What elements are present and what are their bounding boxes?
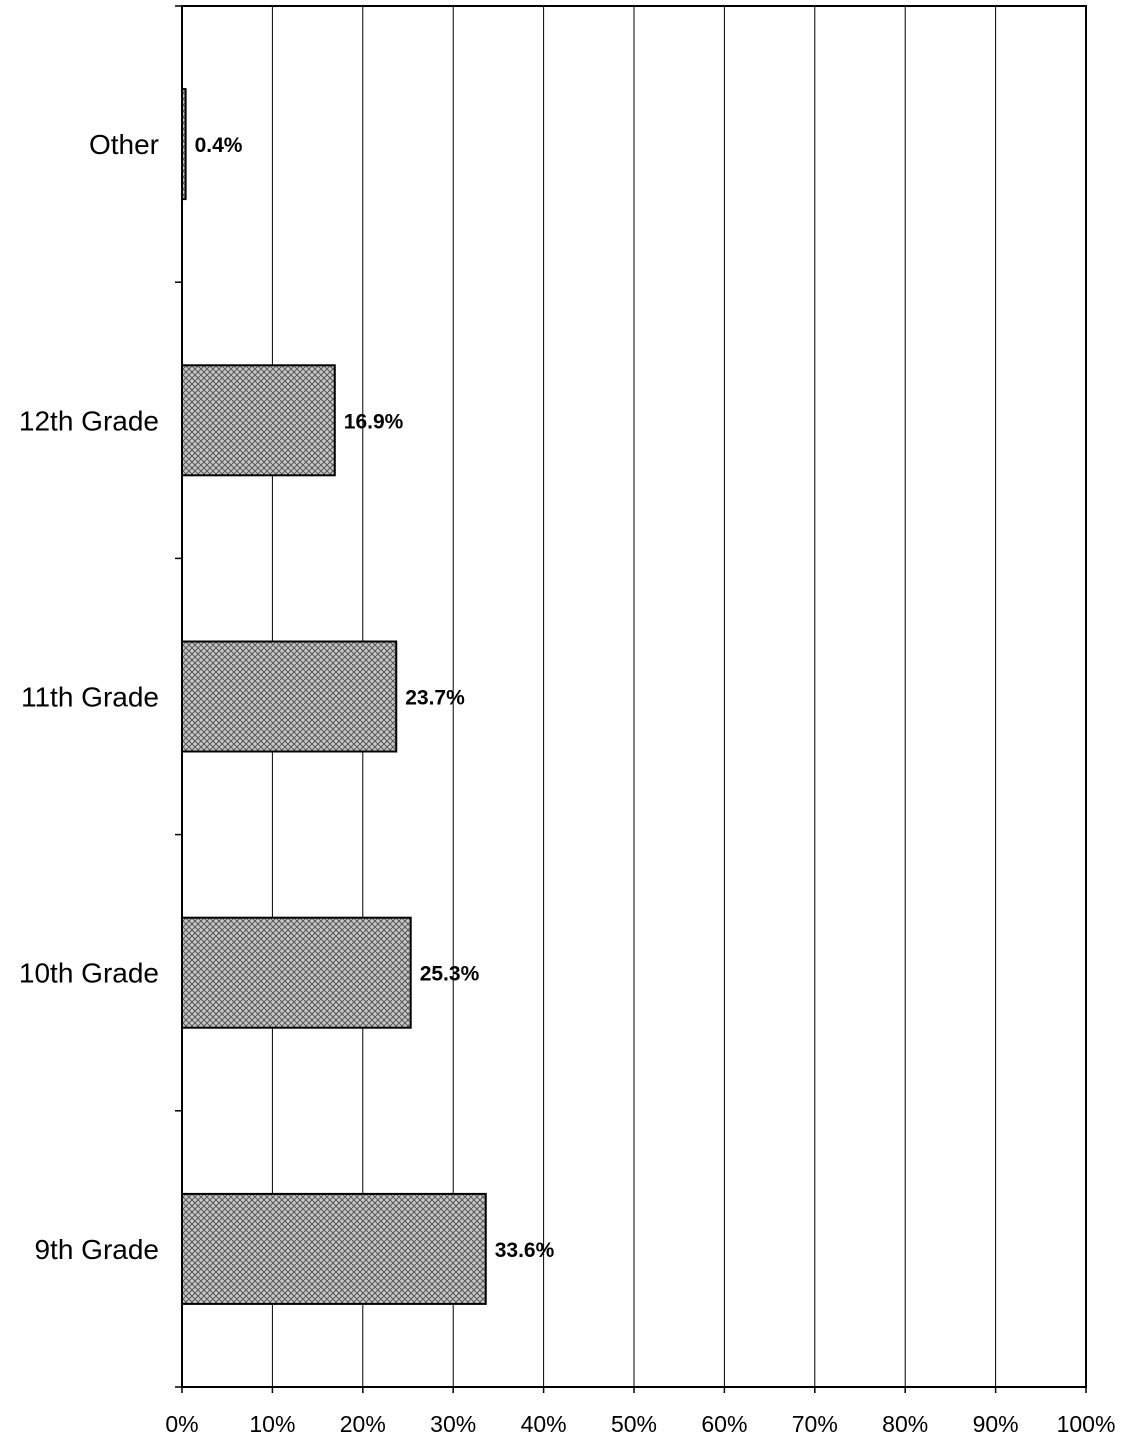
bars [181, 88, 487, 1305]
data-label: 0.4% [195, 134, 243, 157]
category-label: Other [89, 129, 159, 160]
bar [181, 1192, 487, 1305]
x-tick-label: 30% [430, 1411, 476, 1437]
category-label: 9th Grade [34, 1234, 159, 1265]
x-tick-label: 10% [249, 1411, 295, 1437]
data-label: 23.7% [405, 687, 465, 710]
bar [181, 364, 336, 477]
x-tick-label: 60% [701, 1411, 747, 1437]
x-tick-label: 20% [340, 1411, 386, 1437]
x-tick-label: 50% [611, 1411, 657, 1437]
axis-ticks [175, 5, 1087, 1393]
x-tick-label: 40% [521, 1411, 567, 1437]
data-label: 25.3% [420, 963, 480, 986]
x-tick-label: 90% [973, 1411, 1019, 1437]
x-tick-label: 70% [792, 1411, 838, 1437]
category-label: 12th Grade [19, 405, 159, 436]
category-label: 11th Grade [21, 682, 159, 713]
bar [181, 640, 398, 753]
x-tick-label: 0% [165, 1411, 198, 1437]
bar [181, 916, 412, 1029]
data-label: 16.9% [344, 410, 404, 433]
labels: 0% 10% 20% 30% 40% 50% 60% 70% 80% 90% 100% Other 0.… [19, 129, 1116, 1437]
x-tick-label: 100% [1057, 1411, 1116, 1437]
data-label: 33.6% [495, 1239, 555, 1262]
gridlines [271, 6, 997, 1387]
x-tick-label: 80% [882, 1411, 928, 1437]
category-label: 10th Grade [19, 958, 159, 989]
